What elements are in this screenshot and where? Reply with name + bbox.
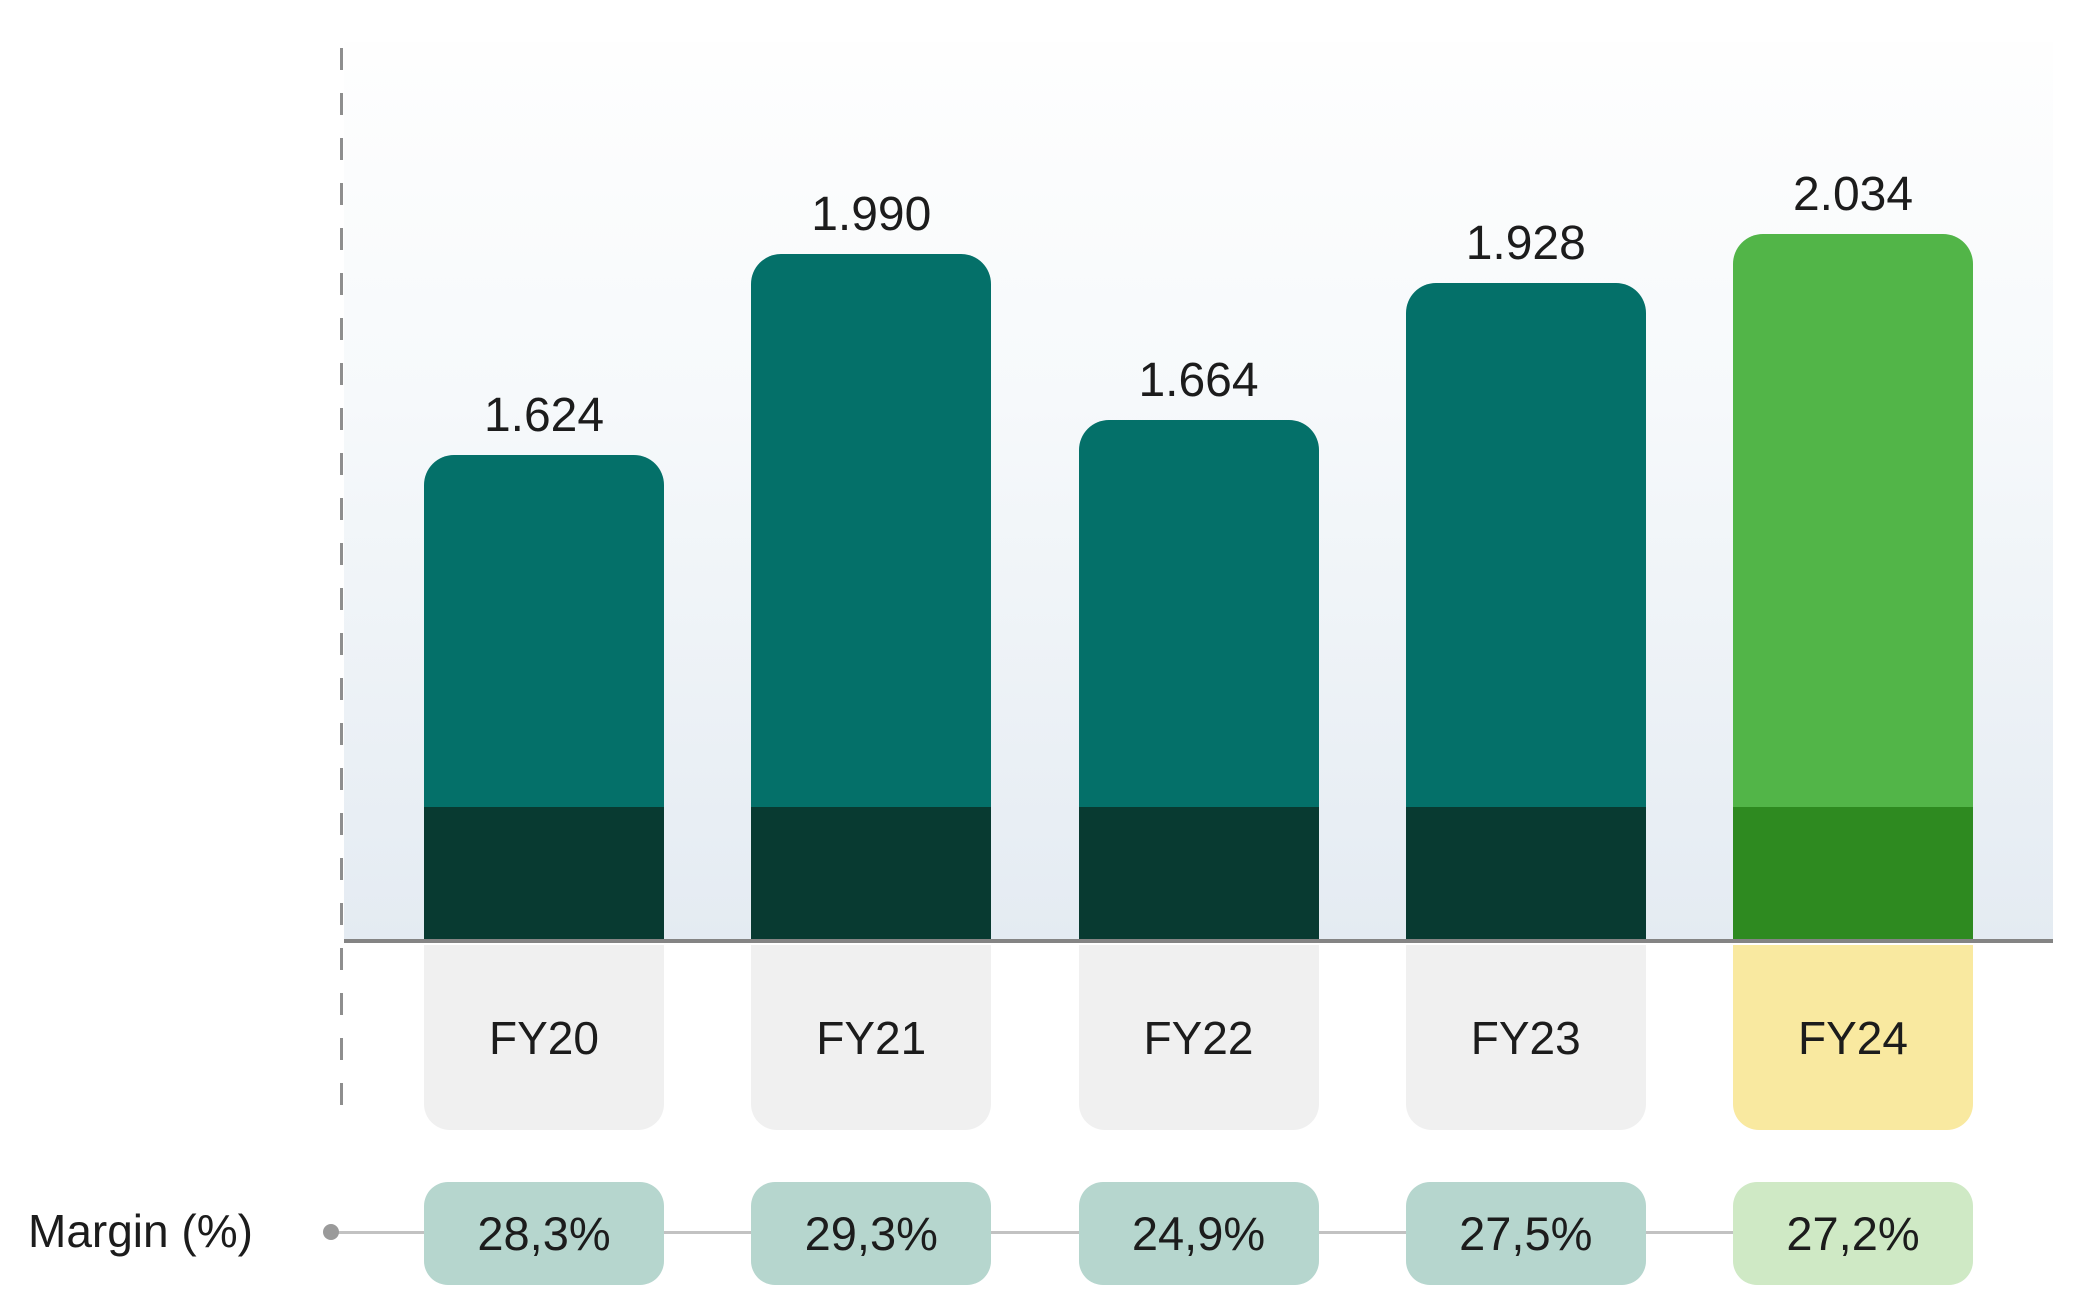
bar-FY24 [1733, 234, 1973, 943]
margin-badge-FY23: 27,5% [1405, 1182, 1646, 1285]
margin-badge-FY20: 28,3% [424, 1182, 664, 1285]
category-row: FY20 FY21 FY22 FY23 FY24 [344, 945, 2053, 1130]
margin-row: 28,3% 29,3% 24,9% 27,5% 27,2% [344, 1182, 2053, 1285]
bar-value-label: 1.664 [1138, 353, 1259, 407]
bar-FY21 [751, 254, 992, 943]
x-axis-line [344, 939, 2053, 943]
bar-value-label: 1.990 [811, 187, 932, 241]
bar-column-FY21: 1.990 [751, 187, 992, 943]
bar-column-FY24: 2.034 [1733, 167, 1973, 943]
category-badge-FY21: FY21 [751, 945, 992, 1130]
margin-badge-FY22: 24,9% [1078, 1182, 1319, 1285]
bar-column-FY20: 1.624 [424, 388, 664, 943]
bar-FY23 [1405, 283, 1646, 943]
category-badge-FY20: FY20 [424, 945, 664, 1130]
margin-line-dot [323, 1224, 339, 1240]
bar-column-FY23: 1.928 [1405, 216, 1646, 943]
margin-row-label: Margin (%) [28, 1204, 253, 1257]
category-badge-FY23: FY23 [1405, 945, 1646, 1130]
bar-column-FY22: 1.664 [1078, 353, 1319, 943]
bars-row: 1.624 1.990 1.664 1.928 2.034 [344, 0, 2053, 943]
bar-value-label: 2.034 [1792, 167, 1914, 221]
bar-value-label: 1.624 [483, 388, 605, 442]
margin-badge-FY21: 29,3% [751, 1182, 992, 1285]
margin-badge-FY24: 27,2% [1733, 1182, 1973, 1285]
dashed-y-axis [340, 48, 343, 1128]
bar-FY20 [424, 455, 664, 943]
category-badge-FY24: FY24 [1733, 945, 1973, 1130]
bar-value-label: 1.928 [1465, 216, 1586, 270]
bar-FY22 [1078, 420, 1319, 943]
category-badge-FY22: FY22 [1078, 945, 1319, 1130]
